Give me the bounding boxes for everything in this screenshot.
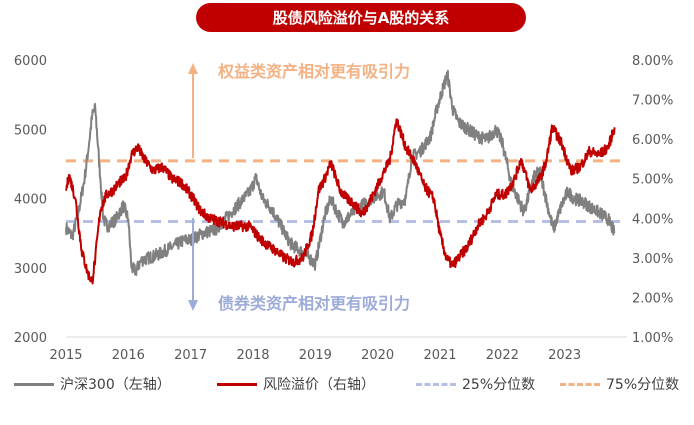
legend-item-p75: 75%分位数 [560,373,679,395]
x-tick-label: 2023 [548,348,581,363]
legend-label-p25: 25%分位数 [462,377,536,393]
x-tick-label: 2020 [361,348,394,363]
annotation-equity: 权益类资产相对更有吸引力 [217,62,410,81]
x-tick-label: 2016 [112,348,145,363]
x-tick-label: 2018 [236,348,269,363]
y-left-tick-label: 2000 [14,331,47,346]
y-left-tick-label: 5000 [14,123,47,138]
y-left-tick-label: 6000 [14,54,47,69]
y-left-tick-label: 4000 [14,193,47,208]
legend-swatch-risk [217,382,257,386]
legend-label-risk: 风险溢价（右轴） [263,377,375,393]
legend: 沪深300（左轴） 风险溢价（右轴） 25%分位数 75%分位数 [0,373,694,395]
x-tick-label: 2017 [174,348,207,363]
series-line-hs300 [65,69,616,276]
legend-label-p75: 75%分位数 [606,377,680,393]
legend-swatch-p25 [416,382,456,386]
y-right-tick-label: 5.00% [632,173,673,188]
legend-swatch-p75 [560,382,600,386]
legend-label-hs300: 沪深300（左轴） [60,377,171,393]
x-tick-label: 2021 [423,348,456,363]
y-right-tick-label: 4.00% [632,212,673,227]
y-right-tick-label: 1.00% [632,331,673,346]
y-right-tick-label: 8.00% [632,54,673,69]
arrow-up-head [188,63,198,74]
series-line-risk [65,118,616,285]
chart-title: 股债风险溢价与A股的关系 [196,3,526,32]
y-right-tick-label: 6.00% [632,133,673,148]
y-right-tick-label: 7.00% [632,94,673,109]
x-tick-label: 2022 [486,348,519,363]
legend-item-p25: 25%分位数 [416,373,535,395]
x-tick-label: 2015 [49,348,82,363]
arrow-down-head [188,300,198,311]
y-left-tick-label: 3000 [14,262,47,277]
legend-swatch-hs300 [14,382,54,386]
y-right-tick-label: 2.00% [632,291,673,306]
annotation-bond: 债券类资产相对更有吸引力 [218,294,410,313]
legend-item-hs300: 沪深300（左轴） [14,373,171,395]
y-right-tick-label: 3.00% [632,252,673,267]
x-tick-label: 2019 [299,348,332,363]
legend-item-risk: 风险溢价（右轴） [217,373,375,395]
